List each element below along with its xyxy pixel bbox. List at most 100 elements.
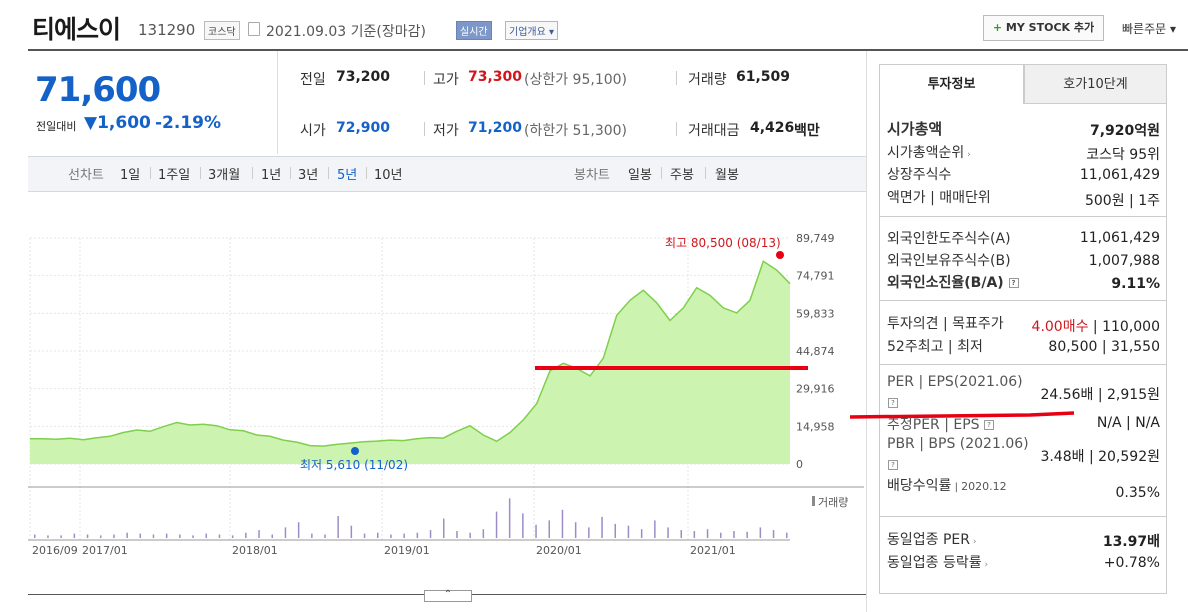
x-axis-ticks: 2016/09 2017/01 2018/01 2019/01 2020/01 2021/… bbox=[32, 544, 736, 557]
volume-bar bbox=[165, 533, 168, 538]
price-chart[interactable]: 89,749 74,791 59,833 44,874 29,916 14,958 0 20… bbox=[28, 194, 864, 566]
volume-bar bbox=[640, 529, 643, 538]
amount-unit: 백만 bbox=[794, 123, 820, 139]
prev-close-label: 전일 bbox=[300, 72, 326, 88]
mystock-label: MY STOCK 추가 bbox=[1005, 21, 1095, 34]
foreign-limit-label: 외국인한도주식수(A) bbox=[887, 231, 1011, 247]
y-tick-label: 0 bbox=[796, 458, 803, 471]
sector-rate-value: +0.78% bbox=[1103, 555, 1160, 571]
volume-legend-swatch bbox=[812, 496, 815, 506]
volume-bar bbox=[337, 516, 339, 538]
face-value-label: 액면가 | 매매단위 bbox=[887, 190, 991, 206]
company-info-dropdown[interactable]: 기업개요 ▾ bbox=[505, 21, 558, 40]
volume-bar bbox=[245, 532, 247, 538]
quick-order-dropdown[interactable]: 빠른주문 ▾ bbox=[1122, 22, 1176, 36]
market-cap-label: 시가총액 bbox=[887, 120, 943, 138]
volume-bar bbox=[693, 531, 696, 538]
dividend-text: 배당수익률 bbox=[887, 478, 952, 494]
period-3y[interactable]: 3년 bbox=[298, 168, 319, 183]
foreign-limit-value: 11,061,429 bbox=[1079, 230, 1160, 246]
document-icon bbox=[248, 22, 260, 36]
period-3m[interactable]: 3개월 bbox=[208, 168, 241, 183]
foreign-ratio-text: 외국인소진율(B/A) bbox=[887, 275, 1004, 291]
market-cap-rank-value: 코스닥 95위 bbox=[1086, 147, 1160, 163]
volume-bar bbox=[456, 531, 458, 538]
volume-bar bbox=[574, 522, 577, 538]
foreign-ratio-value: 9.11% bbox=[1111, 276, 1160, 292]
price-change-pct: -2.19% bbox=[155, 113, 222, 133]
volume-bar bbox=[377, 532, 379, 538]
period-separator bbox=[705, 167, 706, 179]
volume-bar bbox=[258, 530, 260, 538]
volume-bar bbox=[786, 532, 788, 538]
mystock-add-button[interactable]: + MY STOCK 추가 bbox=[983, 15, 1104, 41]
y-tick-label: 29,916 bbox=[796, 383, 835, 396]
price-box bbox=[28, 51, 278, 154]
period-5y[interactable]: 5년 bbox=[337, 168, 358, 183]
volume-bar bbox=[284, 527, 287, 538]
x-tick-label: 2017/01 bbox=[82, 544, 128, 557]
content-divider bbox=[866, 51, 867, 612]
volume-bar bbox=[363, 533, 366, 538]
est-per-value: N/A | N/A bbox=[1096, 415, 1160, 431]
amount-label: 거래대금 bbox=[688, 123, 740, 139]
volume-bar bbox=[429, 530, 432, 538]
week52-value: 80,500 | 31,550 bbox=[1048, 339, 1160, 355]
candle-chart-label: 봉차트 bbox=[574, 168, 610, 183]
volume-bar bbox=[680, 530, 682, 538]
prev-close-value: 73,200 bbox=[336, 69, 391, 85]
collapse-chevron-button[interactable]: ⌃ bbox=[424, 590, 472, 602]
volume-bar bbox=[667, 527, 669, 538]
period-10y[interactable]: 10년 bbox=[374, 168, 403, 183]
volume-value: 61,509 bbox=[736, 69, 791, 85]
volume-bar bbox=[47, 535, 49, 538]
low-annotation: 최저 5,610 (11/02) bbox=[300, 458, 408, 472]
sector-rate-label[interactable]: 동일업종 등락률 › bbox=[887, 552, 988, 572]
market-cap-rank-text: 시가총액순위 bbox=[887, 145, 965, 161]
stock-code: 131290 bbox=[138, 21, 196, 39]
pbr-label: PBR | BPS (2021.06) bbox=[887, 436, 1029, 452]
high-label: 고가 bbox=[433, 72, 459, 88]
current-price: 71,600 bbox=[35, 70, 161, 110]
help-icon[interactable]: ? bbox=[888, 398, 898, 408]
period-bar bbox=[28, 156, 866, 192]
tab-quote-10[interactable]: 호가10단계 bbox=[1024, 64, 1167, 104]
period-separator bbox=[252, 167, 253, 179]
volume-bar bbox=[535, 524, 537, 538]
opinion-label: 투자의견 | 목표주가 bbox=[887, 316, 1004, 332]
help-icon[interactable]: ? bbox=[984, 420, 995, 430]
volume-bar bbox=[390, 534, 392, 538]
candle-weekly[interactable]: 주봉 bbox=[670, 168, 694, 183]
help-icon[interactable]: ? bbox=[888, 460, 898, 470]
market-cap-rank-label[interactable]: 시가총액순위 › bbox=[887, 142, 971, 162]
est-per-label: 추정PER | EPS ? bbox=[887, 414, 995, 434]
tab-investment-info[interactable]: 투자정보 bbox=[879, 64, 1024, 104]
open-label: 시가 bbox=[300, 123, 326, 139]
volume-bar bbox=[60, 535, 62, 538]
volume-bar bbox=[86, 534, 89, 538]
sector-per-value: 13.97배 bbox=[1102, 534, 1160, 550]
volume-bar bbox=[100, 535, 102, 538]
period-separator bbox=[366, 167, 367, 179]
period-1w[interactable]: 1주일 bbox=[158, 168, 191, 183]
section-divider bbox=[880, 300, 1166, 301]
volume-bar bbox=[297, 522, 300, 538]
volume-bar bbox=[152, 534, 155, 538]
upper-limit: (상한가 95,100) bbox=[524, 72, 628, 88]
market-cap-value: 7,920억원 bbox=[1089, 123, 1160, 139]
foreign-hold-value: 1,007,988 bbox=[1088, 253, 1160, 269]
realtime-tag[interactable]: 실시간 bbox=[456, 21, 492, 40]
sector-per-label[interactable]: 동일업종 PER › bbox=[887, 529, 976, 549]
volume-bar bbox=[443, 518, 445, 538]
stock-name: 티에스이 bbox=[32, 15, 121, 44]
help-icon[interactable]: ? bbox=[1008, 278, 1019, 288]
candle-monthly[interactable]: 월봉 bbox=[715, 168, 739, 183]
volume-bar bbox=[113, 534, 115, 538]
line-chart-label: 선차트 bbox=[68, 168, 104, 183]
volume-bar bbox=[350, 525, 353, 538]
sector-rate-text: 동일업종 등락률 bbox=[887, 555, 982, 571]
drawn-annotation-line bbox=[850, 411, 1075, 419]
period-1y[interactable]: 1년 bbox=[261, 168, 282, 183]
candle-daily[interactable]: 일봉 bbox=[628, 168, 652, 183]
period-1d[interactable]: 1일 bbox=[120, 168, 141, 183]
